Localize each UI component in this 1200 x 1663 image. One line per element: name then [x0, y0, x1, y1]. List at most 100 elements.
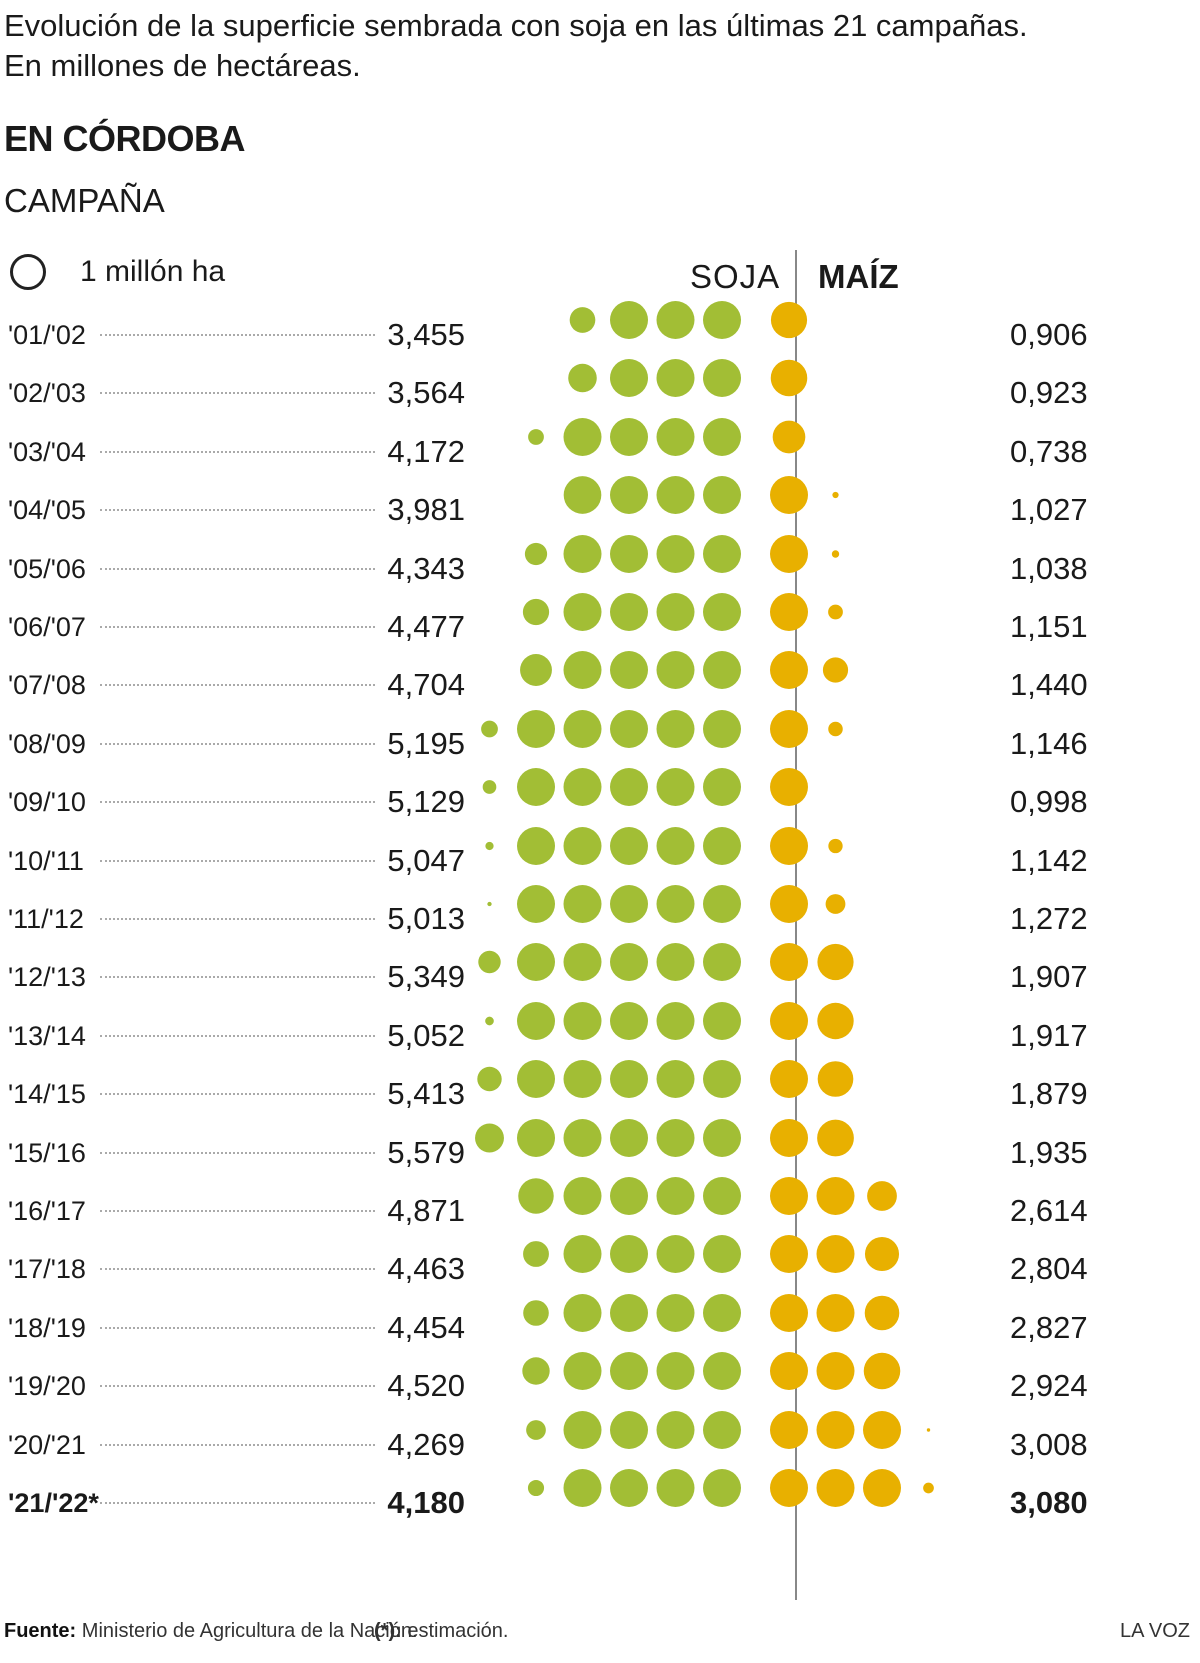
table-row: '06/'07 4,477 1,151: [0, 593, 1200, 657]
soja-circle: [703, 1060, 741, 1099]
soja-circle: [563, 885, 602, 923]
soja-partial-circle: [523, 1241, 549, 1268]
campaign-label: '20/'21: [8, 1429, 86, 1460]
circle-group: [482, 768, 808, 807]
table-row: '12/'13 5,349 1,907: [0, 943, 1200, 1007]
maiz-value: 1,879: [1010, 1076, 1088, 1112]
soja-circle: [703, 943, 741, 982]
source-text: Ministerio de Agricultura de la Nación.: [81, 1620, 418, 1642]
soja-circle: [563, 1118, 602, 1157]
campaign-label: '09/'10: [8, 787, 86, 818]
soja-partial-circle: [482, 780, 497, 795]
soja-partial-circle: [485, 1016, 494, 1026]
soja-partial-circle: [523, 1299, 549, 1326]
maiz-partial-circle: [863, 1352, 901, 1390]
table-row: '21/'22* 4,180 3,080: [0, 1469, 1200, 1533]
circle-group: [522, 1352, 901, 1391]
soja-circle: [563, 768, 602, 807]
soja-circle: [563, 417, 602, 456]
maiz-circle: [770, 1060, 808, 1099]
campaign-label: '14/'15: [8, 1079, 86, 1110]
maiz-circle: [770, 534, 808, 573]
soja-circle: [610, 593, 648, 631]
soja-circle: [656, 1060, 695, 1099]
circle-group: [478, 943, 854, 982]
maiz-value: 0,998: [1010, 784, 1088, 820]
soja-circle: [610, 1469, 648, 1507]
soja-circle: [563, 1235, 602, 1274]
maiz-circle: [770, 709, 808, 748]
soja-circle: [563, 709, 602, 748]
circle-group: [520, 651, 849, 690]
soja-circle: [517, 885, 555, 923]
maiz-partial-circle: [864, 1237, 900, 1272]
maiz-partial-circle: [832, 492, 839, 499]
soja-circle: [656, 826, 695, 865]
table-row: '10/'11 5,047 1,142: [0, 826, 1200, 891]
soja-circle: [517, 826, 555, 865]
maiz-value: 1,151: [1010, 609, 1088, 644]
table-row: '18/'19 4,454 2,827: [0, 1293, 1200, 1358]
soja-circle: [656, 417, 695, 456]
soja-circle: [656, 534, 695, 573]
maiz-partial-circle: [770, 360, 808, 397]
maiz-value: 3,080: [1010, 1485, 1088, 1520]
maiz-value: 0,738: [1010, 433, 1088, 469]
soja-circle: [656, 1235, 695, 1274]
campaign-label: '02/'03: [8, 378, 86, 409]
soja-partial-circle: [522, 598, 550, 626]
soja-circle: [703, 359, 741, 398]
maiz-circle: [863, 1410, 901, 1449]
circle-group: [568, 359, 808, 398]
maiz-column-header: MAÍZ: [818, 258, 899, 295]
maiz-partial-circle: [822, 657, 849, 683]
maiz-circle: [770, 826, 808, 865]
maiz-circle: [816, 1352, 855, 1391]
soja-circle: [703, 651, 741, 690]
circle-group: [526, 1410, 931, 1449]
legend-circle-icon: [10, 254, 46, 290]
dotted-leader: [100, 742, 375, 745]
soja-value: 5,579: [387, 1134, 465, 1170]
soja-circle: [517, 1060, 555, 1099]
dotted-leader: [100, 1210, 375, 1212]
soja-value: 5,047: [387, 842, 465, 878]
maiz-circle: [770, 1410, 808, 1449]
maiz-value: 2,614: [1010, 1193, 1088, 1228]
maiz-partial-circle: [831, 549, 840, 558]
soja-circle: [610, 1001, 648, 1040]
table-row: '07/'08 4,704 1,440: [0, 651, 1200, 715]
soja-circle: [517, 709, 555, 748]
soja-circle: [610, 1177, 648, 1215]
maiz-partial-circle: [772, 420, 806, 454]
maiz-circle: [770, 1177, 808, 1215]
soja-circle: [563, 943, 602, 982]
soja-circle: [703, 1118, 741, 1157]
dotted-leader: [100, 859, 375, 862]
soja-value: 5,052: [387, 1017, 465, 1053]
dotted-leader: [100, 1268, 375, 1271]
maiz-circle: [770, 593, 808, 631]
maiz-partial-circle: [828, 721, 843, 737]
soja-partial-circle: [524, 542, 548, 565]
maiz-partial-circle: [923, 1482, 934, 1494]
soja-circle: [610, 885, 648, 923]
campaign-label: '13/'14: [8, 1020, 86, 1051]
circle-group: [475, 1118, 854, 1157]
soja-circle: [517, 1001, 555, 1040]
soja-circle: [703, 826, 741, 865]
soja-circle: [610, 943, 648, 982]
soja-circle: [703, 1177, 741, 1215]
campaign-label: '04/'05: [8, 495, 86, 526]
maiz-value: 3,008: [1010, 1426, 1088, 1462]
dotted-leader: [100, 626, 375, 628]
soja-value: 3,564: [387, 375, 465, 411]
soja-circle: [610, 1118, 648, 1157]
soja-value: 4,477: [387, 609, 465, 644]
campaign-label: '12/'13: [8, 962, 86, 993]
soja-value: 4,343: [387, 550, 465, 586]
soja-circle: [563, 1177, 602, 1215]
maiz-value: 2,827: [1010, 1309, 1088, 1345]
soja-value: 4,269: [387, 1426, 465, 1462]
maiz-circle: [770, 1293, 808, 1332]
